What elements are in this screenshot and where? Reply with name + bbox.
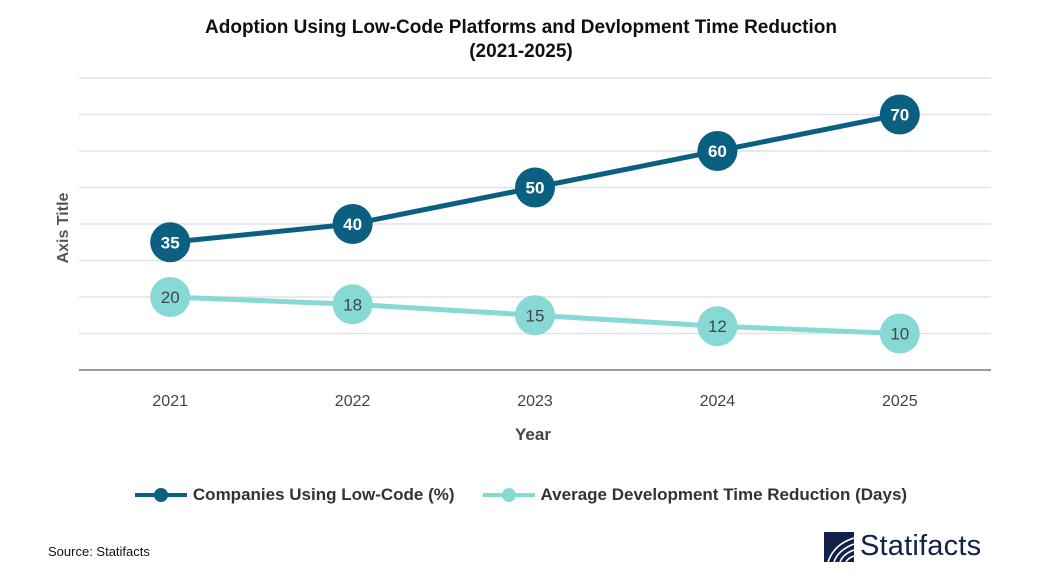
data-label: 70 bbox=[890, 106, 909, 125]
legend-item-time-reduction[interactable]: Average Development Time Reduction (Days… bbox=[482, 485, 908, 505]
x-tick-label: 2023 bbox=[517, 393, 553, 410]
x-tick-label: 2021 bbox=[152, 393, 188, 410]
data-label: 15 bbox=[526, 306, 545, 325]
chart-title: Adoption Using Low-Code Platforms and De… bbox=[0, 16, 1042, 64]
data-point bbox=[515, 167, 555, 208]
x-axis-label: Year bbox=[515, 425, 551, 444]
data-label: 12 bbox=[708, 317, 727, 336]
legend: Companies Using Low-Code (%) Average Dev… bbox=[0, 485, 1042, 505]
series-1: 20 18 15 12 10 bbox=[150, 277, 920, 354]
data-point bbox=[697, 131, 738, 171]
data-label: 40 bbox=[343, 215, 362, 234]
y-axis-label: Axis Title bbox=[55, 192, 72, 263]
legend-item-companies[interactable]: Companies Using Low-Code (%) bbox=[134, 485, 455, 505]
source-note: Source: Statifacts bbox=[48, 544, 150, 559]
x-tick-label: 2022 bbox=[335, 393, 371, 410]
statifacts-logo-icon bbox=[824, 531, 854, 562]
x-tick-label: 2025 bbox=[882, 393, 918, 410]
series-0: 35 40 50 60 70 bbox=[150, 94, 920, 263]
data-point bbox=[150, 222, 191, 263]
legend-label: Average Development Time Reduction (Days… bbox=[540, 485, 908, 504]
data-point bbox=[879, 94, 920, 135]
data-label: 18 bbox=[343, 295, 362, 314]
data-label: 60 bbox=[708, 142, 727, 161]
chart-title-line1: Adoption Using Low-Code Platforms and De… bbox=[205, 17, 837, 38]
legend-marker-icon bbox=[134, 488, 187, 502]
data-point bbox=[697, 306, 738, 347]
chart-title-line2: (2021-2025) bbox=[469, 41, 573, 62]
data-point bbox=[332, 204, 373, 244]
statifacts-logo: Statifacts bbox=[824, 530, 981, 563]
data-label: 10 bbox=[890, 325, 909, 344]
data-label: 50 bbox=[526, 179, 545, 198]
data-point bbox=[150, 277, 191, 317]
data-point bbox=[332, 284, 373, 325]
x-tick-label: 2024 bbox=[700, 393, 736, 410]
data-point bbox=[515, 295, 555, 336]
legend-marker-icon bbox=[482, 488, 535, 502]
data-label: 20 bbox=[161, 288, 180, 307]
legend-label: Companies Using Low-Code (%) bbox=[192, 485, 455, 504]
logo-text: Statifacts bbox=[860, 530, 982, 562]
data-point bbox=[879, 313, 920, 354]
data-label: 35 bbox=[161, 233, 180, 252]
